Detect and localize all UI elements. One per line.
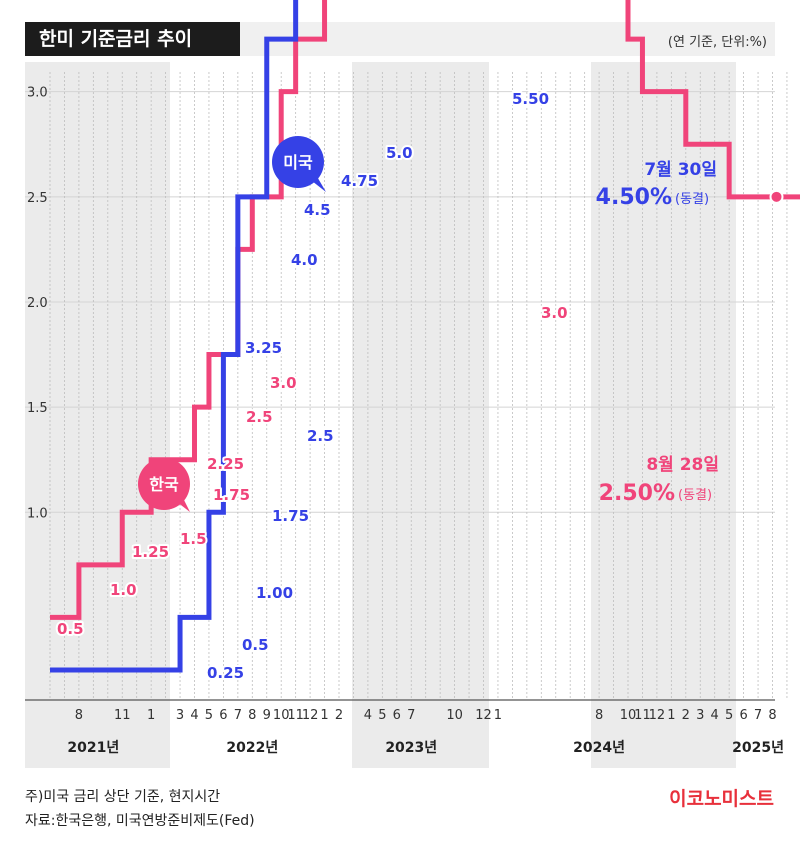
x-tick-label: 1 [494,708,502,723]
x-tick-label: 3 [176,708,184,723]
korea-data-label: 1.5 [180,530,207,548]
y-tick-label: 1.0 [27,506,48,521]
series-line-us [50,0,299,673]
us-data-label: 3.25 [245,339,282,357]
x-tick-label: 1 [147,708,155,723]
x-tick-label: 8 [595,708,603,723]
korea-data-label: 1.0 [110,581,137,599]
us-data-label: 2.5 [307,427,334,445]
year-label: 2025년 [732,740,784,756]
title-bar: 한미 기준금리 추이 (연 기준, 단위:%) [25,22,775,56]
x-tick-label: 10 [273,708,290,723]
us-data-label: 5.50 [512,90,549,108]
x-tick-label: 11 [634,708,651,723]
korea-bubble [138,458,190,510]
x-tick-label: 7 [234,708,242,723]
band-2025 [591,62,736,768]
unit-note: (연 기준, 단위:%) [667,35,767,50]
source-note: 자료:한국은행, 미국연방준비제도(Fed) [25,813,255,829]
footnote: 주)미국 금리 상단 기준, 현지시간 [25,789,221,805]
y-tick-label: 3.0 [27,86,48,101]
x-tick-label: 7 [754,708,762,723]
x-tick-label: 7 [407,708,415,723]
x-tick-label: 12 [475,708,492,723]
year-label: 2021년 [67,740,119,756]
x-tick-label: 1 [667,708,675,723]
year-label: 2023년 [385,740,437,756]
year-label: 2024년 [573,740,625,756]
x-tick-label: 12 [649,708,666,723]
us-data-label: 4.75 [341,172,378,190]
us-data-label: 0.5 [242,636,269,654]
korea-current-value: 2.50% [599,481,675,506]
x-tick-label: 5 [725,708,733,723]
us-series-name: 미국 [283,153,313,172]
us-data-label: 4.0 [291,251,318,269]
korea-status: (동결) [678,488,712,503]
us-current-value: 4.50% [596,185,672,210]
us-data-label: 5.0 [386,144,413,162]
brand-logo: 이코노미스트 [669,788,774,810]
y-tick-label: 1.5 [27,401,48,416]
us-data-label: 4.5 [304,201,331,219]
x-tick-label: 4 [711,708,719,723]
korea-series-name: 한국 [149,475,179,494]
band-2021 [25,62,170,768]
x-tick-label: 1 [320,708,328,723]
x-tick-label: 8 [75,708,83,723]
chart-title: 한미 기준금리 추이 [39,28,193,50]
korea-current-marker [769,189,784,204]
x-tick-label: 9 [263,708,271,723]
x-tick-label: 2 [682,708,690,723]
us-data-label: 1.00 [256,584,293,602]
x-tick-label: 8 [768,708,776,723]
x-tick-label: 11 [114,708,131,723]
x-tick-label: 6 [393,708,401,723]
x-tick-label: 12 [302,708,319,723]
band-2023 [352,62,489,768]
x-tick-label: 11 [287,708,304,723]
year-label: 2022년 [226,740,278,756]
korea-data-label: 2.5 [246,408,273,426]
title-box: 한미 기준금리 추이 [25,22,240,56]
us-data-label: 0.25 [207,664,244,682]
us-status: (동결) [675,192,709,207]
x-tick-label: 5 [378,708,386,723]
x-tick-label: 6 [739,708,747,723]
x-tick-label: 3 [696,708,704,723]
x-tick-label: 5 [205,708,213,723]
x-tick-label: 10 [620,708,637,723]
y-tick-label: 2.0 [27,296,48,311]
y-tick-label: 2.5 [27,191,48,206]
x-tick-label: 4 [364,708,372,723]
us-current-date: 7월 30일 [644,160,717,180]
x-tick-label: 2 [335,708,343,723]
us-data-label: 1.75 [272,507,309,525]
x-tick-label: 10 [446,708,463,723]
korea-data-label: 3.0 [541,304,568,322]
korea-data-label: 3.0 [270,374,297,392]
x-tick-label: 8 [248,708,256,723]
korea-data-label: 1.75 [213,486,250,504]
korea-current-date: 8월 28일 [646,455,719,475]
x-tick-label: 4 [190,708,198,723]
us-bubble [272,136,324,188]
korea-data-label: 0.5 [57,620,84,638]
korea-data-label: 1.25 [132,543,169,561]
x-tick-label: 6 [219,708,227,723]
korea-data-label: 2.25 [207,455,244,473]
